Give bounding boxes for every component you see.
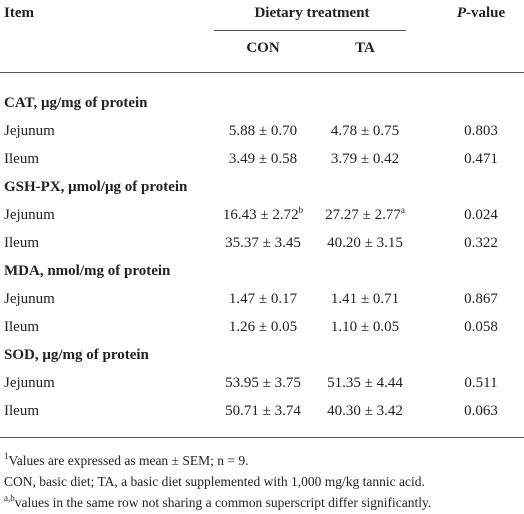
cell: 35.37 ± 3.45: [225, 234, 301, 251]
cell: 0.058: [464, 318, 498, 335]
cell: Ileum: [4, 318, 39, 335]
cell: 51.35 ± 4.44: [327, 374, 403, 391]
footnote: CON, basic diet; TA, a basic diet supple…: [4, 473, 425, 491]
cell: 0.063: [464, 402, 498, 419]
section-title: MDA, nmol/mg of protein: [4, 263, 171, 279]
cell: 0.511: [464, 374, 498, 391]
cell: 53.95 ± 3.75: [225, 374, 301, 391]
cell: 0.024: [464, 206, 498, 223]
footnote: 1Values are expressed as mean ± SEM; n =…: [4, 452, 248, 470]
cell: 5.88 ± 0.70: [228, 122, 298, 139]
group-rule: [214, 30, 406, 31]
cell: Ileum: [4, 402, 39, 419]
cell: 3.49 ± 0.58: [228, 150, 298, 167]
cell: 0.322: [464, 234, 498, 251]
cell: Jejunum: [4, 122, 55, 139]
section-title: SOD, μg/mg of protein: [4, 347, 149, 363]
header-col: CON: [246, 40, 280, 56]
cell: 40.30 ± 3.42: [327, 402, 403, 419]
cell: 1.47 ± 0.17: [228, 290, 298, 307]
footnote: a,bvalues in the same row not sharing a …: [4, 494, 431, 512]
cell-sup: b: [298, 204, 304, 215]
cell: Jejunum: [4, 290, 55, 307]
cell: 1.10 ± 0.05: [330, 318, 400, 335]
cell: 50.71 ± 3.74: [225, 402, 301, 419]
pvalue-italic: P: [456, 5, 466, 21]
header-col: TA: [355, 40, 375, 56]
header-item: Item: [4, 5, 34, 21]
header-rule: [0, 72, 524, 73]
footnote-sup: a,b: [4, 493, 15, 503]
footnote-sup: 1: [4, 451, 9, 461]
section-title: GSH-PX, μmol/μg of protein: [4, 179, 188, 195]
cell: Jejunum: [4, 374, 55, 391]
footnote-text: CON, basic diet; TA, a basic diet supple…: [4, 474, 425, 489]
footnote-text: Values are expressed as mean ± SEM; n = …: [8, 453, 249, 468]
cell: Ileum: [4, 150, 39, 167]
cell: 0.867: [464, 290, 498, 307]
cell: 1.26 ± 0.05: [228, 318, 298, 335]
cell: 0.471: [464, 150, 498, 167]
cell: 0.803: [464, 122, 498, 139]
cell: 1.41 ± 0.71: [330, 290, 400, 307]
header-pvalue: P-value: [457, 4, 505, 22]
cell-text: 27.27 ± 2.77: [325, 206, 401, 223]
cell: 40.20 ± 3.15: [327, 234, 403, 251]
cell-text: 16.43 ± 2.72: [222, 206, 299, 223]
cell: Jejunum: [4, 206, 55, 223]
cell: 3.79 ± 0.42: [330, 150, 400, 167]
section-title: CAT, μg/mg of protein: [4, 95, 148, 111]
cell: 16.43 ± 2.72b: [222, 204, 304, 224]
cell: 4.78 ± 0.75: [330, 122, 400, 139]
header-group: Dietary treatment: [254, 5, 370, 21]
pvalue-rest: -value: [466, 5, 506, 21]
cell: 27.27 ± 2.77a: [325, 204, 405, 224]
cell-sup: a: [400, 204, 405, 215]
footnote-text: values in the same row not sharing a com…: [14, 495, 432, 510]
bottom-rule: [0, 437, 524, 438]
cell: Ileum: [4, 234, 39, 251]
